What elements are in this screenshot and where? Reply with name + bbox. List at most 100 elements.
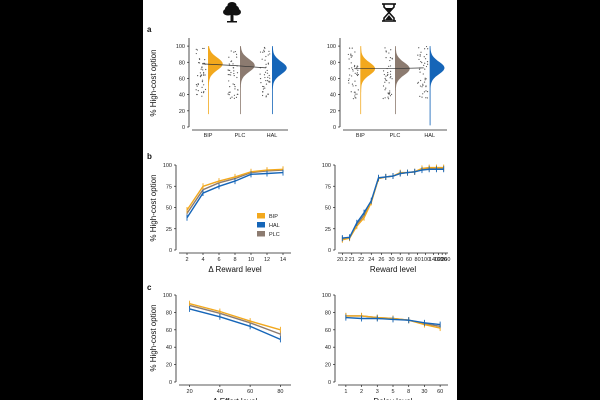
a-delay-point [418,68,421,70]
b-effort-xtick-label: 14 [280,257,286,263]
a-effort-point [196,93,198,96]
a-delay-point [354,91,356,93]
a-delay-point [422,83,424,85]
b-effort-legend-swatch-hal [257,222,265,228]
a-delay-point [350,54,352,56]
c-delay-ytick-label: 20 [325,363,331,369]
panel-label-a: a [147,25,152,34]
a-effort-point [262,91,264,93]
a-delay-point [352,70,354,72]
a-delay-point [387,98,390,100]
b-delay-xtick-label: 160 [434,257,443,263]
a-delay-violin-bip [360,46,376,115]
a-effort-point [203,62,206,64]
a-delay-point [422,73,424,75]
b-delay-xtick-label: 140 [429,257,438,263]
a-delay-point [389,92,391,94]
a-delay-point [387,96,389,98]
c-effort-ytick-label: 0 [169,380,172,386]
a-effort-point [236,72,239,74]
c-delay-xlabel: Delay level [373,397,412,400]
a-effort-point [268,74,270,77]
a-effort-point [269,80,271,82]
a-delay-point [350,91,352,93]
b-delay-ytick-label: 100 [322,163,331,169]
a-delay-point [389,59,391,62]
a-delay-point [348,58,350,60]
a-effort-point [268,50,270,52]
a-effort-mean-line [201,63,267,69]
a-effort-violin-hal [272,46,287,115]
a-delay-point [348,68,350,70]
a-delay-point [357,73,359,76]
c-effort-ytick-label: 20 [166,363,172,369]
a-delay-mean-line [354,67,424,70]
a-delay-ytick-label: 20 [330,109,336,115]
a-effort-point [203,84,205,86]
a-effort-point [227,73,229,76]
a-delay-point [388,65,390,67]
a-effort-point [236,56,238,58]
a-delay-point [420,51,422,53]
a-delay-point [424,62,426,64]
b-effort-ytick-label: 0 [169,248,172,254]
c-delay-ytick-label: 80 [325,310,331,316]
a-effort-point [230,71,232,74]
c-effort-xlabel: Δ Effort level [213,397,258,400]
a-delay-point [382,85,385,87]
a-delay-point [383,73,385,76]
a-effort-point [201,95,203,97]
a-effort-point [201,79,204,81]
a-delay-point [418,58,420,61]
a-delay-point [389,77,391,79]
a-effort-point [229,85,231,88]
b-effort-legend-swatch-plc [257,231,265,237]
b-effort-ytick-label: 75 [166,184,172,190]
b-effort-ytick-label: 100 [163,163,172,169]
a-effort-point [202,92,205,94]
a-delay-point [351,47,353,49]
a-effort-point [234,88,236,90]
a-delay-point [385,79,387,81]
a-effort-point [236,93,238,95]
a-effort-ytick-label: 60 [179,76,185,82]
a-effort-point [265,63,267,65]
a-effort-point [269,53,271,55]
c-effort-xtick-label: 80 [277,389,283,395]
c-delay-xtick-label: 2 [360,389,363,395]
a-delay-point [426,61,429,63]
a-effort-xtick-label: HAL [267,133,278,139]
a-delay-point [354,64,356,67]
a-effort-point [233,83,236,86]
a-delay-point [347,53,349,56]
a-effort-point [235,53,238,55]
a-delay-point [387,93,390,95]
b-delay-xtick-label: 80 [415,257,421,263]
a-effort-point [233,51,235,53]
a-delay-point [426,63,429,65]
a-effort-point [203,73,205,75]
a-delay-xtick-label: BIP [356,133,365,139]
a-effort-point [266,72,269,74]
b-effort-ytick-label: 25 [166,227,172,233]
a-delay-point [389,95,392,97]
c-effort-ytick-label: 80 [166,310,172,316]
a-delay-point [351,83,354,85]
a-effort-point [267,62,269,64]
a-effort-point [198,62,201,64]
a-effort-point [229,97,232,99]
b-delay-xtick-label: 260 [441,257,450,263]
c-delay-xtick-label: 5 [391,389,394,395]
c-effort-ytick-label: 40 [166,345,172,351]
a-effort-ytick-label: 20 [179,109,185,115]
a-delay-xtick-label: HAL [424,133,435,139]
a-effort-point [264,71,267,73]
a-effort-point [267,81,270,83]
a-delay-point [384,81,386,83]
a-effort-point [234,85,236,88]
b-delay-xtick-label: 22 [358,257,364,263]
a-effort-point [203,47,205,50]
a-delay-ytick-label: 0 [333,125,336,131]
a-delay-point [419,71,421,73]
b-effort-legend-label-plc: PLC [269,232,280,238]
